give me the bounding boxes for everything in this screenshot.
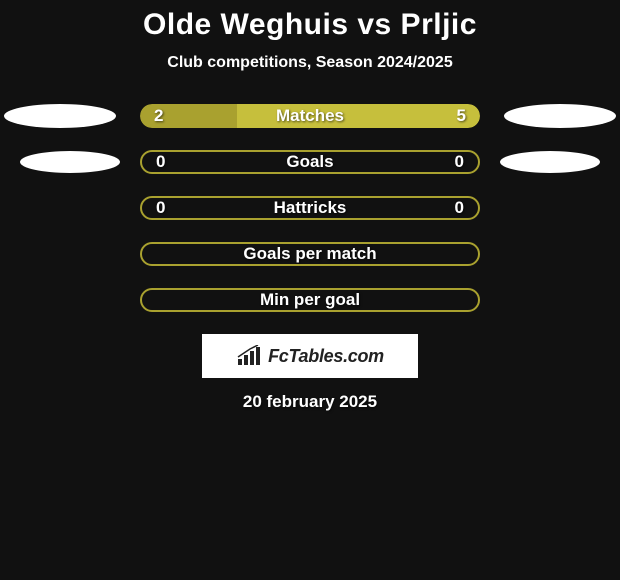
player-badge-right xyxy=(500,151,600,173)
stat-value-right: 0 xyxy=(455,152,464,172)
stat-rows: 2Matches50Goals00Hattricks0Goals per mat… xyxy=(0,104,620,312)
logo-box: FcTables.com xyxy=(202,334,418,378)
stat-label: Min per goal xyxy=(142,290,478,310)
player-badge-left xyxy=(20,151,120,173)
stat-label: Hattricks xyxy=(142,198,478,218)
date-label: 20 february 2025 xyxy=(0,392,620,412)
comparison-infographic: Olde Weghuis vs Prljic Club competitions… xyxy=(0,0,620,412)
stat-bar: Goals per match xyxy=(140,242,480,266)
stat-value-right: 5 xyxy=(457,106,466,126)
stat-bar: 2Matches5 xyxy=(140,104,480,128)
stat-row: Min per goal xyxy=(0,288,620,312)
subtitle: Club competitions, Season 2024/2025 xyxy=(0,54,620,72)
stat-label: Matches xyxy=(140,106,480,126)
stat-bar: 0Hattricks0 xyxy=(140,196,480,220)
logo-text: FcTables.com xyxy=(268,346,384,367)
stat-label: Goals xyxy=(142,152,478,172)
player-badge-right xyxy=(504,104,616,128)
stat-label: Goals per match xyxy=(142,244,478,264)
bar-chart-icon xyxy=(236,345,262,367)
stat-row: 2Matches5 xyxy=(0,104,620,128)
stat-bar: Min per goal xyxy=(140,288,480,312)
stat-row: 0Goals0 xyxy=(0,150,620,174)
stat-row: Goals per match xyxy=(0,242,620,266)
page-title: Olde Weghuis vs Prljic xyxy=(0,8,620,42)
player-badge-left xyxy=(4,104,116,128)
stat-bar: 0Goals0 xyxy=(140,150,480,174)
stat-row: 0Hattricks0 xyxy=(0,196,620,220)
stat-value-right: 0 xyxy=(455,198,464,218)
